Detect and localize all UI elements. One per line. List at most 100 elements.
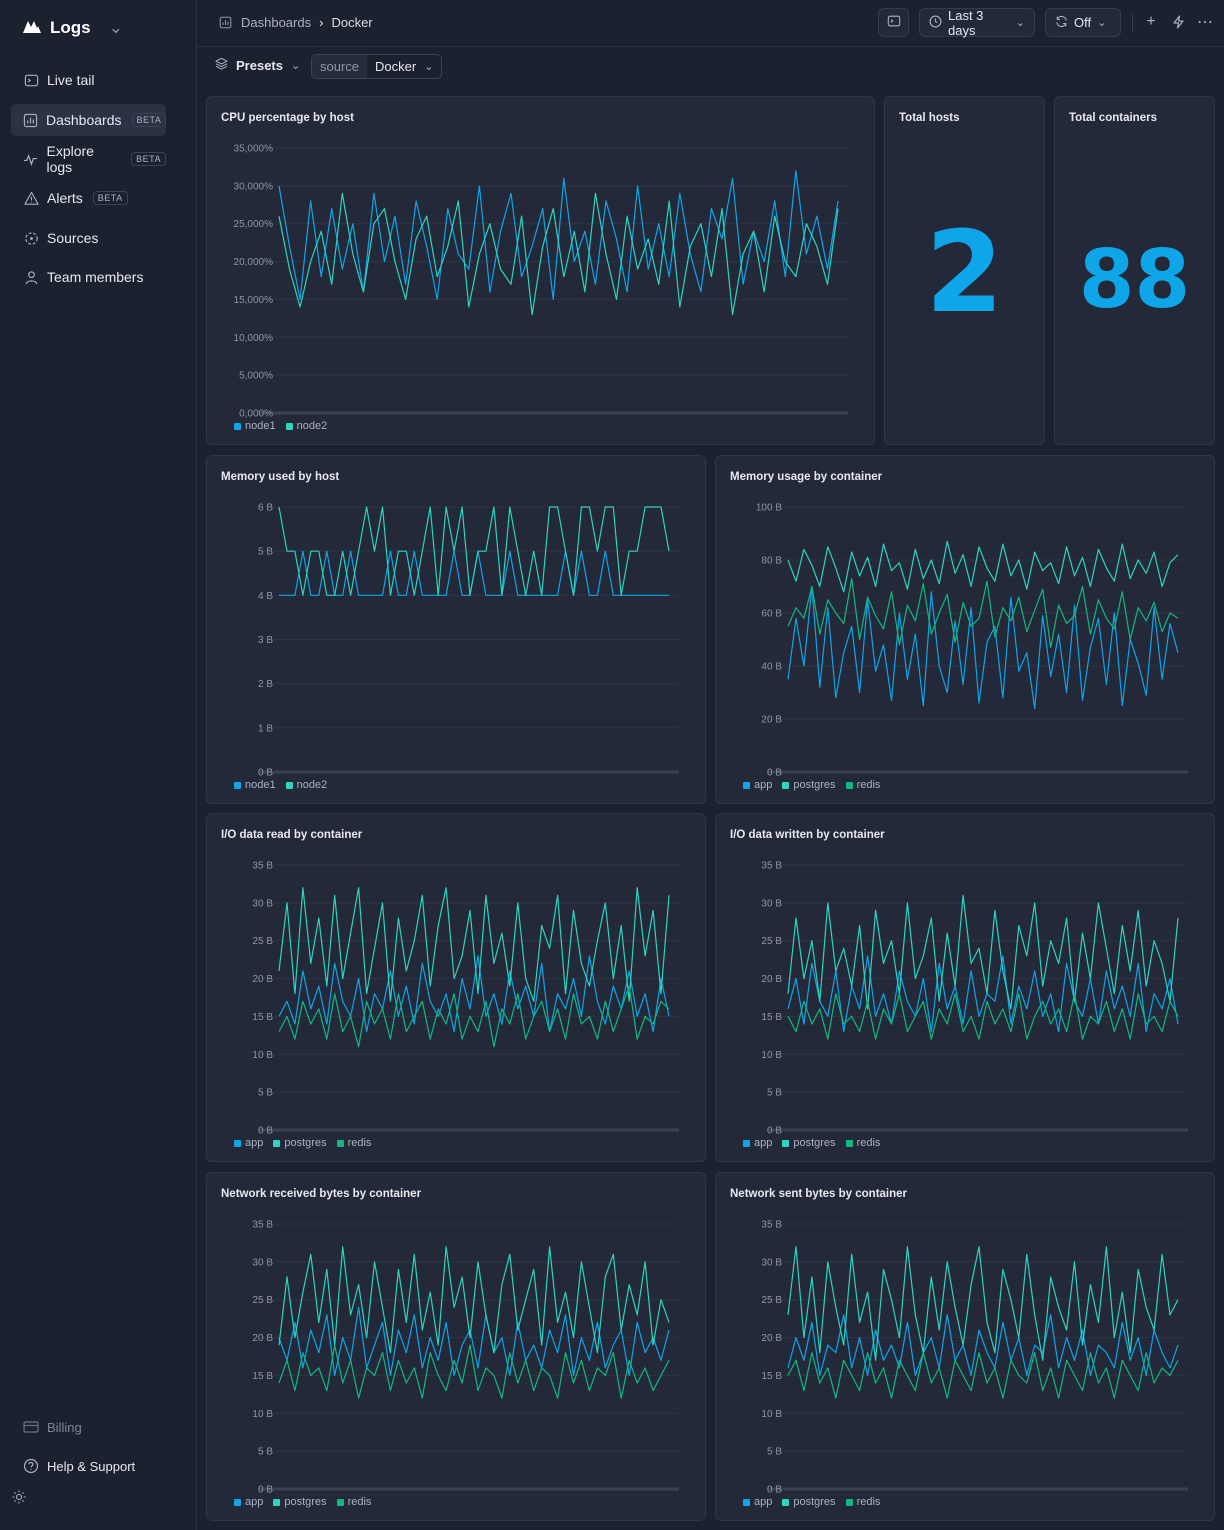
series-line-redis[interactable] bbox=[278, 985, 670, 1048]
y-tick-label: 5 B bbox=[258, 1447, 273, 1458]
more-icon[interactable]: ⋯ bbox=[1197, 14, 1213, 31]
y-tick-label: 40 B bbox=[761, 662, 782, 673]
legend-swatch bbox=[782, 1139, 790, 1147]
credit-card-icon bbox=[23, 1419, 39, 1435]
legend-item[interactable]: app bbox=[743, 779, 772, 791]
legend-swatch bbox=[336, 1139, 344, 1147]
y-tick-label: 5 B bbox=[767, 1447, 782, 1458]
auto-refresh-select[interactable]: Off ⌄ bbox=[1045, 8, 1121, 37]
y-tick-label: 15 B bbox=[252, 1371, 273, 1382]
series-line-redis[interactable] bbox=[787, 1352, 1179, 1399]
series-line-app[interactable] bbox=[787, 1314, 1179, 1376]
series-line-postgres[interactable] bbox=[787, 894, 1179, 1010]
y-tick-label: 5,000% bbox=[239, 371, 273, 382]
legend-item[interactable]: app bbox=[743, 1496, 772, 1508]
bolt-icon[interactable] bbox=[1169, 13, 1187, 31]
y-tick-label: 80 B bbox=[761, 556, 782, 567]
sidebar-item-live-tail[interactable]: Live tail bbox=[11, 64, 166, 96]
billing-label: Billing bbox=[47, 1419, 82, 1435]
y-tick-label: 15 B bbox=[761, 1012, 782, 1023]
legend-item[interactable]: postgres bbox=[782, 1137, 836, 1149]
chevron-right-icon: › bbox=[319, 14, 324, 30]
y-tick-label: 30,000% bbox=[234, 181, 274, 192]
line-chart: 0 B 5 B 10 B 15 B 20 B 25 B 30 B 35 B bbox=[761, 861, 1188, 1137]
y-tick-label: 0 B bbox=[767, 1485, 782, 1496]
legend-swatch bbox=[285, 422, 293, 430]
app-switcher[interactable]: Logs ⌄ bbox=[22, 16, 123, 40]
legend-item[interactable]: app bbox=[234, 1496, 263, 1508]
source-filter-chip[interactable]: source Docker ⌄ bbox=[311, 54, 443, 79]
refresh-icon bbox=[1055, 15, 1068, 31]
series-line-postgres[interactable] bbox=[787, 1246, 1179, 1361]
legend-item[interactable]: redis bbox=[845, 1137, 880, 1149]
layers-icon bbox=[215, 57, 228, 73]
series-line-app[interactable] bbox=[787, 955, 1179, 1033]
user-icon bbox=[23, 269, 39, 285]
series-line-node2[interactable] bbox=[278, 506, 670, 596]
legend-item[interactable]: node1 bbox=[234, 420, 276, 432]
legend-item[interactable]: node1 bbox=[234, 779, 276, 791]
legend-label: postgres bbox=[793, 1137, 836, 1149]
stat-value: 88 bbox=[1078, 233, 1191, 326]
legend-item[interactable]: redis bbox=[336, 1496, 371, 1508]
legend-item[interactable]: app bbox=[743, 1137, 772, 1149]
y-tick-label: 10 B bbox=[761, 1409, 782, 1420]
legend-swatch bbox=[782, 1498, 790, 1506]
legend-item[interactable]: redis bbox=[845, 1496, 880, 1508]
series-line-app[interactable] bbox=[787, 585, 1179, 709]
chart-legend: app postgres redis bbox=[234, 1496, 371, 1508]
y-tick-label: 100 B bbox=[756, 503, 782, 514]
sidebar-item-alerts[interactable]: Alerts BETA bbox=[11, 182, 166, 214]
chevron-down-icon: ⌄ bbox=[1015, 17, 1025, 29]
chart-legend: node1 node2 bbox=[234, 420, 327, 432]
legend-item[interactable]: node2 bbox=[285, 420, 327, 432]
terminal-view-button[interactable] bbox=[878, 8, 909, 37]
theme-toggle[interactable] bbox=[12, 1490, 26, 1509]
legend-item[interactable]: postgres bbox=[782, 1496, 836, 1508]
series-line-redis[interactable] bbox=[278, 1344, 670, 1399]
sidebar-item-explore-logs[interactable]: Explore logs BETA bbox=[11, 143, 166, 175]
series-line-redis[interactable] bbox=[787, 993, 1179, 1040]
sidebar-item-sources[interactable]: Sources bbox=[11, 222, 166, 254]
sidebar-item-team-members[interactable]: Team members bbox=[11, 261, 166, 293]
logo-icon bbox=[22, 18, 42, 39]
legend-item[interactable]: postgres bbox=[782, 779, 836, 791]
breadcrumb-parent[interactable]: Dashboards bbox=[241, 14, 312, 30]
legend-label: postgres bbox=[284, 1137, 327, 1149]
y-tick-label: 15,000% bbox=[234, 295, 274, 306]
help-label: Help & Support bbox=[47, 1458, 136, 1474]
series-line-app[interactable] bbox=[278, 955, 670, 1033]
add-icon[interactable]: + bbox=[1146, 13, 1156, 30]
series-line-node2[interactable] bbox=[278, 192, 839, 316]
legend-item[interactable]: postgres bbox=[273, 1496, 327, 1508]
sidebar-item-label: Dashboards bbox=[46, 112, 122, 128]
series-line-postgres[interactable] bbox=[278, 1246, 670, 1354]
panel-io-written: I/O data written by container 0 B 5 B 10 B… bbox=[715, 813, 1215, 1162]
line-chart: 0 B 5 B 10 B 15 B 20 B 25 B 30 B 35 B bbox=[761, 1220, 1188, 1496]
legend-item[interactable]: postgres bbox=[273, 1137, 327, 1149]
y-tick-label: 5 B bbox=[767, 1088, 782, 1099]
sidebar-item-dashboards[interactable]: Dashboards BETA bbox=[11, 104, 167, 136]
sidebar-item-billing[interactable]: Billing bbox=[11, 1413, 82, 1441]
y-tick-label: 2 B bbox=[258, 679, 273, 690]
y-tick-label: 0 B bbox=[258, 1126, 273, 1137]
y-tick-label: 6 B bbox=[258, 503, 273, 514]
series-line-postgres[interactable] bbox=[787, 540, 1179, 593]
series-line-app[interactable] bbox=[278, 1306, 670, 1376]
legend-item[interactable]: node2 bbox=[285, 779, 327, 791]
sidebar-item-label: Alerts bbox=[47, 190, 83, 206]
legend-swatch bbox=[743, 1498, 750, 1506]
series-line-redis[interactable] bbox=[787, 577, 1179, 648]
legend-item[interactable]: redis bbox=[845, 779, 880, 791]
series-line-postgres[interactable] bbox=[278, 887, 670, 1002]
time-range-select[interactable]: Last 3 days ⌄ bbox=[919, 8, 1035, 38]
sidebar-item-help[interactable]: Help & Support bbox=[11, 1452, 135, 1480]
legend-label: postgres bbox=[793, 779, 836, 791]
presets-dropdown[interactable]: Presets ⌄ bbox=[215, 57, 300, 73]
legend-item[interactable]: app bbox=[234, 1137, 263, 1149]
panel-io-read: I/O data read by container 0 B 5 B 10 B 15 … bbox=[206, 813, 706, 1162]
breadcrumb: Dashboards › Docker bbox=[217, 14, 373, 30]
legend-swatch bbox=[234, 422, 241, 430]
chart-title: CPU percentage by host bbox=[221, 112, 354, 124]
legend-item[interactable]: redis bbox=[336, 1137, 371, 1149]
